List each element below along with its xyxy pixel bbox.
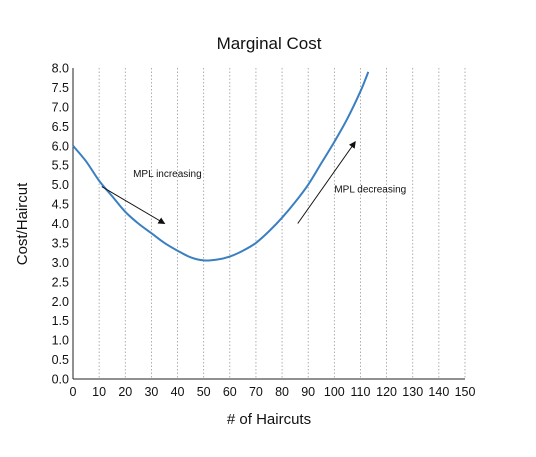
annotation-label: MPL increasing [133,169,202,180]
x-tick-label: 120 [376,385,397,399]
series-layer [72,71,370,262]
y-tick-label: 8.0 [52,62,69,76]
y-tick-label: 3.5 [52,236,69,250]
y-tick-label: 7.0 [52,100,69,114]
annotation-label: MPL decreasing [334,184,406,195]
y-tick-label: 4.0 [52,217,69,231]
x-tick-label: 70 [249,385,263,399]
x-axis-label: # of Haircuts [227,411,311,428]
chart-title: Marginal Cost [217,34,322,53]
y-tick-label: 2.0 [52,295,69,309]
x-tick-label: 90 [301,385,315,399]
y-tick-label: 3.0 [52,256,69,270]
annotation-arrow [101,186,166,225]
y-tick-label: 7.5 [52,81,69,95]
x-tick-label: 80 [275,385,289,399]
y-tick-label: 0.5 [52,353,69,367]
annotation-arrow [297,141,356,224]
x-tick-label: 10 [92,385,106,399]
y-axis-label: Cost/Haircut [14,182,31,265]
x-tick-label: 50 [197,385,211,399]
y-tick-label: 2.5 [52,275,69,289]
y-tick-label: 5.0 [52,178,69,192]
x-tick-label: 130 [402,385,423,399]
axis-layer [72,68,465,380]
annotation-layer: MPL increasing MPL decreasing [101,141,406,225]
x-tick-label: 100 [324,385,345,399]
y-tick-label: 6.5 [52,120,69,134]
y-tick-label: 1.5 [52,314,69,328]
x-tick-label: 60 [223,385,237,399]
x-tick-label: 150 [455,385,476,399]
x-tick-label: 0 [70,385,77,399]
y-tick-label: 5.5 [52,159,69,173]
x-tick-label: 20 [118,385,132,399]
x-tick-label: 40 [171,385,185,399]
x-tick-label: 30 [144,385,158,399]
x-tick-label: 140 [428,385,449,399]
y-tick-label: 4.5 [52,198,69,212]
tick-layer: 0 10 20 30 40 50 60 70 80 90 100 110 120 130 140 150 0.0… [52,62,476,400]
y-tick-label: 0.0 [52,373,69,387]
marginal-cost-curve [72,71,370,262]
y-tick-label: 6.0 [52,139,69,153]
y-tick-label: 1.0 [52,334,69,348]
x-tick-label: 110 [350,385,370,399]
grid-layer [98,68,466,379]
